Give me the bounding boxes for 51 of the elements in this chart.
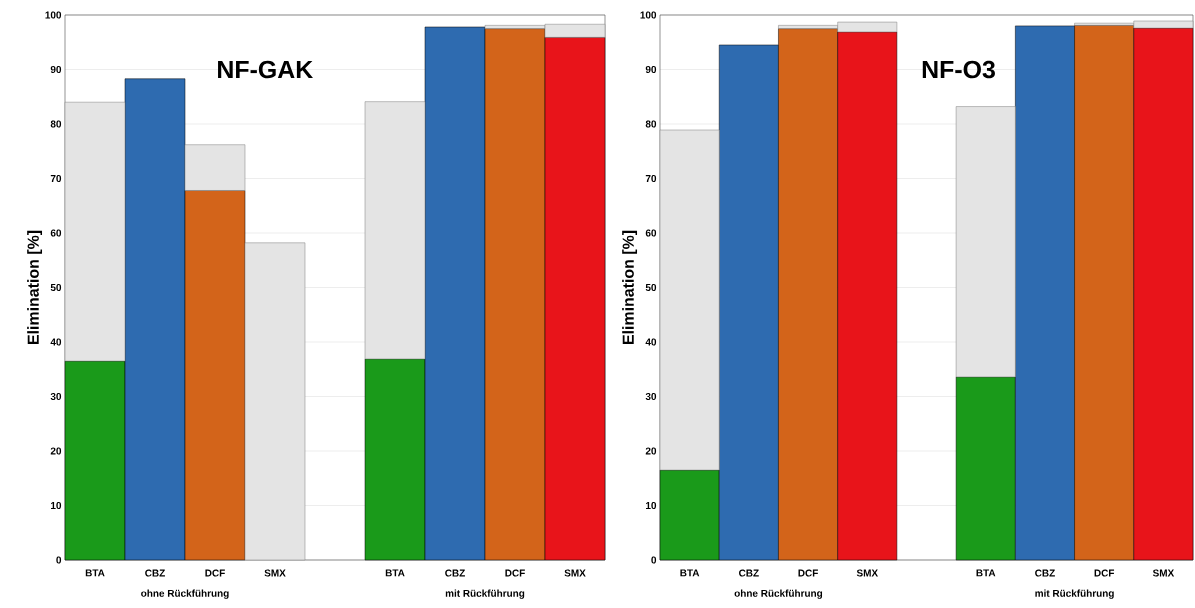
x-tick-label: BTA (385, 569, 405, 577)
text: NF-GAK (218, 60, 313, 79)
y-tick-label: 10 (646, 501, 657, 510)
y-tick-label: 20 (645, 447, 657, 455)
y-axis-title: Elimination [%] (27, 230, 43, 344)
y-tick-label: 60 (50, 229, 62, 237)
x-tick-label: CBZ (445, 569, 465, 577)
bar (659, 129, 720, 471)
text: ohne Rückführung (734, 589, 823, 599)
y-tick-label: 0 (651, 556, 657, 564)
x-tick-label: SMX (856, 569, 878, 577)
y-tick-label: 50 (50, 283, 62, 292)
text: ohne Rückführung (141, 589, 229, 599)
y-tick-label: 70 (50, 174, 62, 183)
x-tick-label: BTA (85, 569, 105, 577)
x-tick-label: CBZ (1035, 569, 1055, 577)
x-tick-label: BTA (680, 569, 700, 577)
y-tick-label: 80 (645, 120, 657, 128)
bar (64, 101, 126, 362)
text: mit Rückführung (445, 589, 525, 599)
y-tick-label: 100 (640, 11, 657, 19)
y-tick-label: 90 (645, 65, 657, 74)
y-tick-label: 40 (50, 338, 62, 346)
y-tick-label: 70 (645, 174, 657, 183)
bar (184, 144, 246, 191)
x-tick-label: DCF (798, 569, 818, 577)
y-tick-label: 30 (50, 392, 62, 401)
text: mit Rückführung (1035, 589, 1114, 599)
x-tick-label: BTA (976, 569, 996, 577)
y-tick-label: 10 (51, 501, 62, 510)
y-tick-label: 20 (50, 447, 62, 455)
x-tick-label: DCF (1094, 569, 1115, 577)
x-tick-label: CBZ (145, 569, 165, 577)
y-tick-label: 90 (50, 65, 62, 74)
y-tick-label: 30 (645, 392, 657, 401)
bar (955, 106, 1016, 378)
y-axis-title: Elimination [%] (622, 230, 638, 344)
y-tick-label: 50 (645, 283, 657, 292)
text: NF-O3 (922, 60, 995, 79)
x-tick-label: SMX (1152, 569, 1175, 577)
x-tick-label: DCF (505, 569, 525, 577)
x-tick-label: SMX (264, 569, 286, 577)
x-tick-label: CBZ (739, 569, 759, 577)
y-tick-label: 100 (45, 11, 62, 19)
y-tick-label: 80 (50, 120, 62, 128)
bar (364, 101, 426, 360)
y-tick-label: 0 (56, 556, 62, 564)
x-tick-label: SMX (564, 569, 586, 577)
y-tick-label: 60 (645, 229, 657, 237)
y-tick-label: 40 (645, 338, 657, 346)
x-tick-label: DCF (205, 569, 225, 577)
